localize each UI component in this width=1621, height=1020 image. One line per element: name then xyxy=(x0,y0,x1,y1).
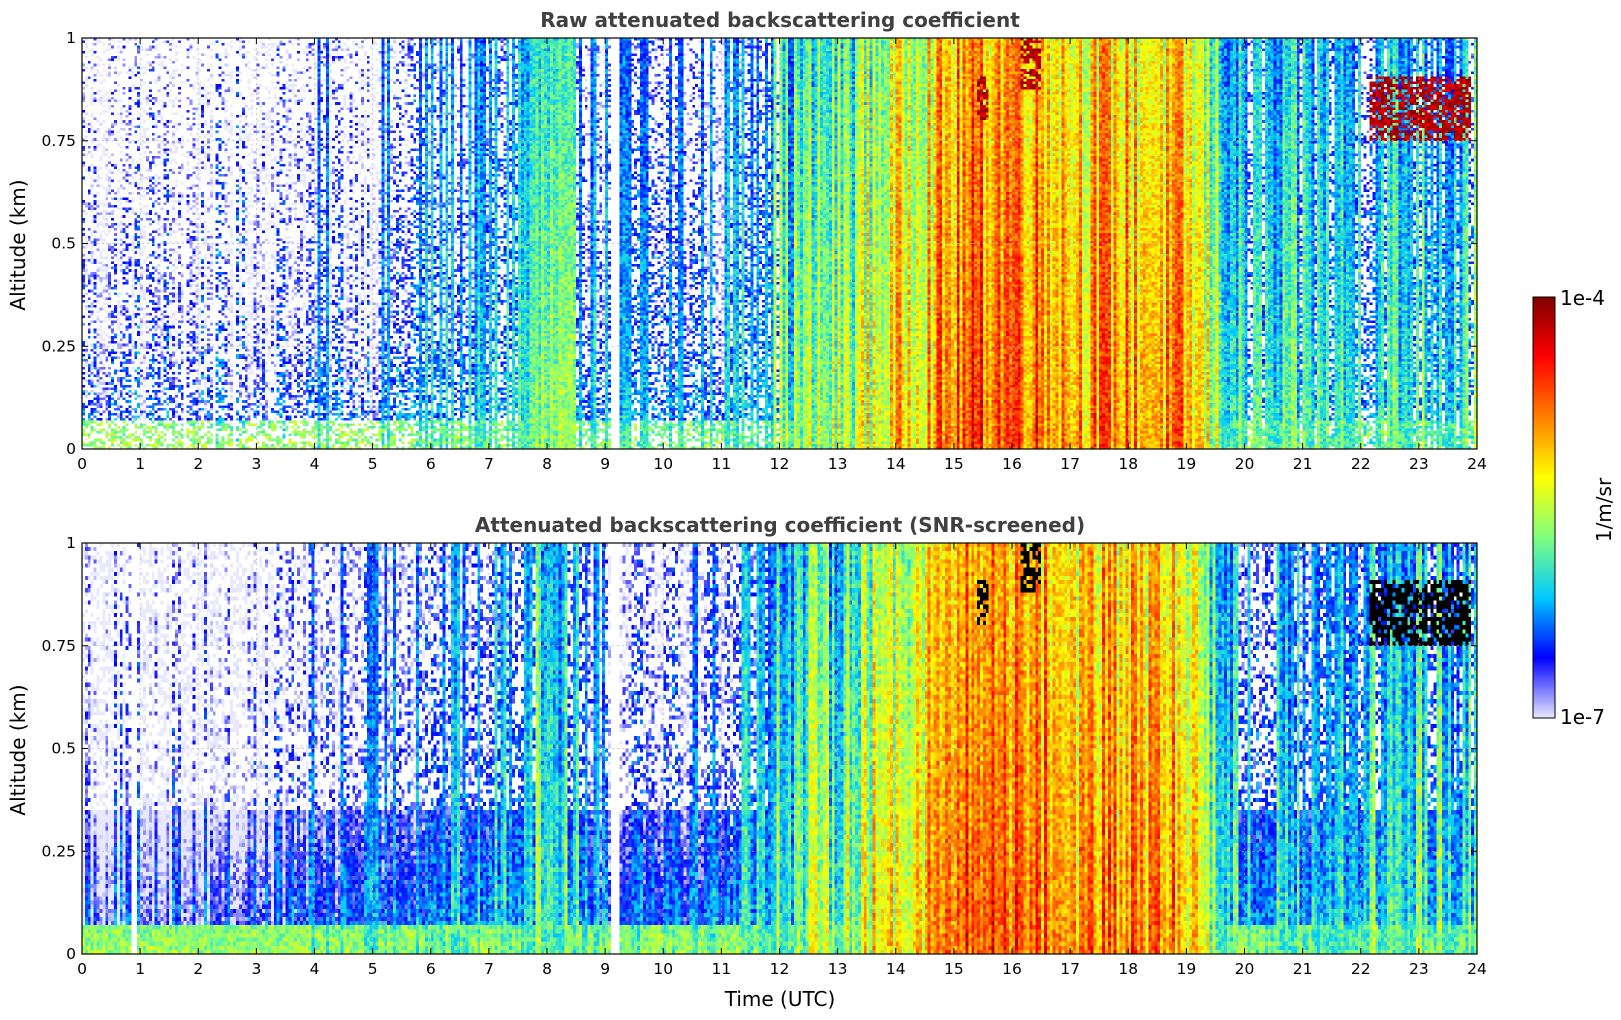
x-tick-label: 21 xyxy=(1293,455,1313,473)
x-tick-label: 0 xyxy=(77,455,87,473)
y-tick-label: 1 xyxy=(66,29,76,47)
y-tick-label: 0.75 xyxy=(41,637,76,655)
raw-backscatter-panel: Raw attenuated backscattering coefficien… xyxy=(6,8,1487,473)
x-tick-label: 24 xyxy=(1467,455,1487,473)
x-tick-label: 1 xyxy=(135,960,145,978)
x-tick-label: 6 xyxy=(426,960,436,978)
x-tick-label: 8 xyxy=(542,960,552,978)
x-tick-label: 19 xyxy=(1177,960,1197,978)
y-tick-label: 1 xyxy=(66,534,76,552)
x-tick-label: 14 xyxy=(886,960,906,978)
x-tick-label: 5 xyxy=(368,960,378,978)
x-tick-label: 15 xyxy=(944,960,964,978)
x-tick-label: 18 xyxy=(1118,960,1138,978)
x-tick-label: 5 xyxy=(368,455,378,473)
x-tick-label: 23 xyxy=(1409,960,1429,978)
y-tick-label: 0.75 xyxy=(41,132,76,150)
x-tick-label: 20 xyxy=(1235,455,1255,473)
x-tick-label: 7 xyxy=(484,455,494,473)
x-tick-label: 1 xyxy=(135,455,145,473)
x-tick-label: 2 xyxy=(193,455,203,473)
x-tick-label: 0 xyxy=(77,960,87,978)
x-tick-label: 16 xyxy=(1002,960,1022,978)
x-tick-label: 21 xyxy=(1293,960,1313,978)
y-tick-label: 0.5 xyxy=(51,235,76,253)
x-tick-label: 15 xyxy=(944,455,964,473)
x-tick-label: 12 xyxy=(770,455,790,473)
x-tick-label: 9 xyxy=(600,960,610,978)
x-tick-label: 18 xyxy=(1118,455,1138,473)
colorbar-min-label: 1e-7 xyxy=(1560,705,1605,729)
x-tick-label: 4 xyxy=(310,455,320,473)
x-tick-label: 17 xyxy=(1060,960,1080,978)
x-tick-label: 12 xyxy=(770,960,790,978)
x-tick-label: 19 xyxy=(1177,455,1197,473)
colorbar-max-label: 1e-4 xyxy=(1560,286,1605,310)
x-tick-label: 13 xyxy=(828,455,848,473)
x-tick-label: 23 xyxy=(1409,455,1429,473)
x-axis-label: Time (UTC) xyxy=(724,987,836,1011)
x-tick-label: 8 xyxy=(542,455,552,473)
x-tick-label: 3 xyxy=(251,455,261,473)
colorbar-unit-label: 1/m/sr xyxy=(1592,477,1616,542)
x-tick-label: 10 xyxy=(653,455,673,473)
x-tick-label: 6 xyxy=(426,455,436,473)
x-tick-label: 17 xyxy=(1060,455,1080,473)
x-tick-label: 3 xyxy=(251,960,261,978)
x-tick-label: 11 xyxy=(712,960,732,978)
x-tick-label: 9 xyxy=(600,455,610,473)
x-tick-label: 24 xyxy=(1467,960,1487,978)
panel-title: Raw attenuated backscattering coefficien… xyxy=(540,8,1020,32)
y-tick-label: 0.5 xyxy=(51,740,76,758)
x-tick-label: 22 xyxy=(1351,455,1371,473)
x-tick-label: 7 xyxy=(484,960,494,978)
x-tick-label: 2 xyxy=(193,960,203,978)
snr-screened-backscatter-panel: Attenuated backscattering coefficient (S… xyxy=(6,513,1487,1011)
x-tick-label: 22 xyxy=(1351,960,1371,978)
y-axis-label: Altitude (km) xyxy=(6,684,30,815)
x-tick-label: 10 xyxy=(653,960,673,978)
x-tick-label: 11 xyxy=(712,455,732,473)
heatmap-plot-area: 0 1 2 3 4 5 6 7 8 9 10 11 12 13 14 15 16 17 18 19 20 21 22 23 24… xyxy=(41,534,1486,978)
y-axis-label: Altitude (km) xyxy=(6,179,30,310)
x-tick-label: 14 xyxy=(886,455,906,473)
x-tick-label: 13 xyxy=(828,960,848,978)
y-tick-label: 0 xyxy=(66,440,76,458)
y-tick-label: 0.25 xyxy=(41,337,76,355)
x-tick-label: 20 xyxy=(1235,960,1255,978)
y-tick-label: 0 xyxy=(66,945,76,963)
colorbar: 1e-4 1e-7 1/m/sr xyxy=(1532,286,1616,729)
panel-title: Attenuated backscattering coefficient (S… xyxy=(475,513,1085,537)
colorbar-scale xyxy=(1532,296,1556,719)
heatmap-plot-area: 0 1 2 3 4 5 6 7 8 9 10 11 12 13 14 15 16 17 18 19 20 21 22 23 24… xyxy=(41,29,1486,473)
x-tick-label: 16 xyxy=(1002,455,1022,473)
y-tick-label: 0.25 xyxy=(41,842,76,860)
x-tick-label: 4 xyxy=(310,960,320,978)
